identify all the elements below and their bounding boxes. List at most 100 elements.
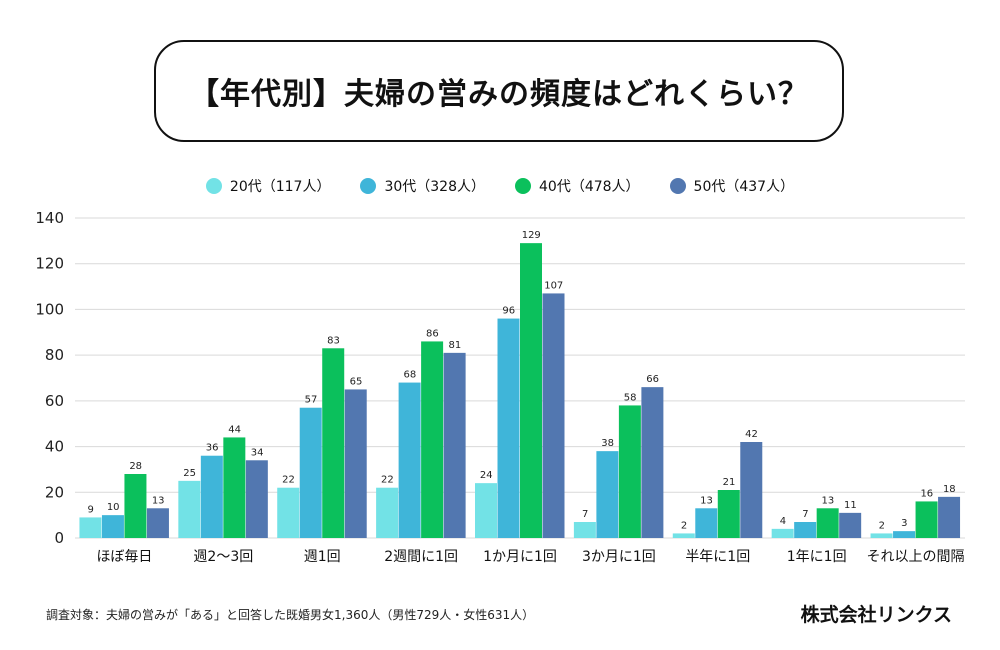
data-label: 34	[251, 447, 264, 458]
data-label: 66	[646, 374, 659, 385]
bar	[223, 437, 246, 538]
chart-title: 【年代別】夫婦の営みの頻度はどれくらい？	[154, 40, 844, 142]
data-label: 22	[381, 475, 394, 486]
bar	[839, 512, 862, 538]
x-tick-label: 1か月に1回	[483, 549, 557, 565]
bar	[695, 508, 718, 538]
y-tick-label: 20	[45, 483, 64, 501]
bar	[915, 501, 938, 538]
bar	[178, 480, 201, 538]
legend-label: 20代（117人）	[229, 179, 331, 195]
bar	[771, 528, 794, 538]
legend-swatch	[205, 178, 222, 194]
y-tick-label: 60	[45, 392, 64, 410]
data-label: 86	[426, 328, 439, 339]
bar	[618, 405, 641, 538]
data-label: 68	[403, 370, 416, 381]
legend-label: 50代（437人）	[693, 179, 795, 195]
data-label: 38	[601, 438, 614, 449]
legend-swatch	[360, 178, 377, 194]
bar	[641, 387, 664, 538]
x-tick-label: ほぼ毎日	[96, 549, 152, 565]
x-tick-label: 半年に1回	[685, 549, 750, 565]
legend-label: 30代（328人）	[384, 179, 485, 195]
data-label: 11	[844, 500, 857, 511]
bar	[245, 460, 268, 538]
data-label: 129	[522, 230, 541, 241]
data-label: 42	[745, 429, 758, 440]
data-label: 2	[681, 520, 687, 531]
bar	[596, 451, 619, 538]
data-label: 81	[448, 340, 461, 351]
y-tick-label: 40	[45, 438, 64, 456]
y-tick-label: 140	[35, 209, 64, 227]
data-label: 13	[700, 495, 713, 506]
data-label: 25	[183, 468, 196, 479]
legend-swatch	[669, 178, 686, 194]
survey-footnote: 調査対象：夫婦の営みが「ある」と回答した既婚男女1,360人（男性729人・女性…	[46, 608, 535, 622]
bar	[398, 382, 421, 538]
y-tick-label: 100	[35, 300, 64, 318]
data-label: 83	[327, 335, 340, 346]
bar	[79, 517, 102, 538]
data-label: 96	[502, 306, 515, 317]
legend-label: 40代（478人）	[539, 179, 640, 195]
bar	[376, 487, 399, 538]
bar	[299, 407, 322, 538]
y-tick-label: 80	[45, 346, 64, 364]
bar	[816, 508, 839, 538]
data-label: 24	[480, 470, 493, 481]
data-label: 16	[920, 488, 933, 499]
bar	[893, 531, 916, 538]
data-label: 18	[943, 484, 956, 495]
y-tick-label: 120	[35, 255, 64, 273]
bar	[497, 318, 520, 538]
legend-swatch	[515, 178, 531, 194]
bar	[542, 293, 565, 538]
x-tick-label: 1年に1回	[787, 549, 847, 565]
bar	[717, 490, 740, 538]
data-label: 7	[802, 509, 808, 520]
bar	[870, 533, 893, 538]
bar	[938, 496, 961, 538]
bar	[322, 348, 345, 538]
legend-item: 30代（328人）	[360, 174, 485, 198]
x-tick-label: 週1回	[304, 549, 341, 565]
bar	[794, 522, 817, 538]
data-label: 107	[544, 280, 563, 291]
legend: 20代（117人） 30代（328人） 40代（478人） 50代（437人）	[0, 174, 1000, 198]
data-label: 28	[129, 461, 142, 472]
data-label: 2	[879, 520, 885, 531]
data-label: 13	[152, 495, 165, 506]
data-label: 22	[282, 475, 295, 486]
bar	[443, 352, 466, 538]
bar	[277, 487, 300, 538]
bar	[344, 389, 367, 538]
data-label: 21	[723, 477, 736, 488]
data-label: 13	[822, 495, 835, 506]
data-label: 7	[582, 509, 588, 520]
x-tick-label: 2週間に1回	[384, 549, 458, 565]
bar	[101, 515, 124, 538]
data-label: 10	[107, 502, 120, 513]
x-tick-label: それ以上の間隔	[867, 549, 965, 565]
data-label: 65	[350, 376, 363, 387]
data-label: 36	[206, 443, 219, 454]
bar	[421, 341, 444, 538]
data-label: 4	[780, 516, 786, 527]
bar	[146, 508, 169, 538]
bar	[672, 533, 695, 538]
data-label: 3	[901, 518, 907, 529]
x-tick-label: 3か月に1回	[582, 549, 656, 565]
bar	[740, 442, 763, 538]
y-tick-label: 0	[54, 529, 64, 547]
legend-item: 50代（437人）	[669, 174, 795, 198]
bar	[520, 243, 542, 538]
x-tick-label: 週2～3回	[193, 549, 253, 565]
data-label: 9	[88, 504, 94, 515]
bar	[124, 474, 147, 538]
bar	[475, 483, 497, 538]
data-label: 58	[624, 392, 637, 403]
bar	[573, 522, 596, 538]
